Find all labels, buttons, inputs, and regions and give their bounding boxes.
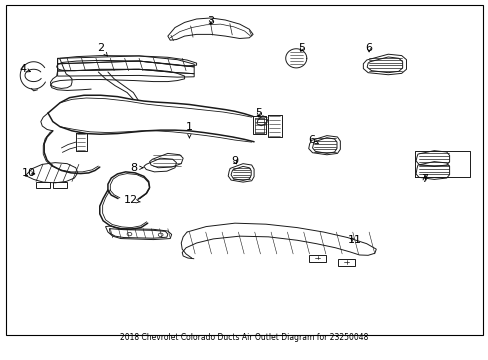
Text: 5: 5 <box>298 43 305 53</box>
Text: 3: 3 <box>207 16 214 26</box>
Text: 2: 2 <box>97 43 107 56</box>
Text: 6: 6 <box>365 43 372 53</box>
Text: 8: 8 <box>129 163 142 173</box>
Text: 1: 1 <box>185 122 192 138</box>
Text: 12: 12 <box>123 195 140 205</box>
Text: 4: 4 <box>20 64 30 73</box>
Text: 6: 6 <box>307 135 318 145</box>
Text: 10: 10 <box>22 168 36 178</box>
Text: 2018 Chevrolet Colorado Ducts Air Outlet Diagram for 23250048: 2018 Chevrolet Colorado Ducts Air Outlet… <box>120 333 368 342</box>
Text: 5: 5 <box>255 108 262 118</box>
Text: 7: 7 <box>420 174 427 184</box>
Text: 11: 11 <box>347 235 361 245</box>
Text: 9: 9 <box>231 156 238 166</box>
